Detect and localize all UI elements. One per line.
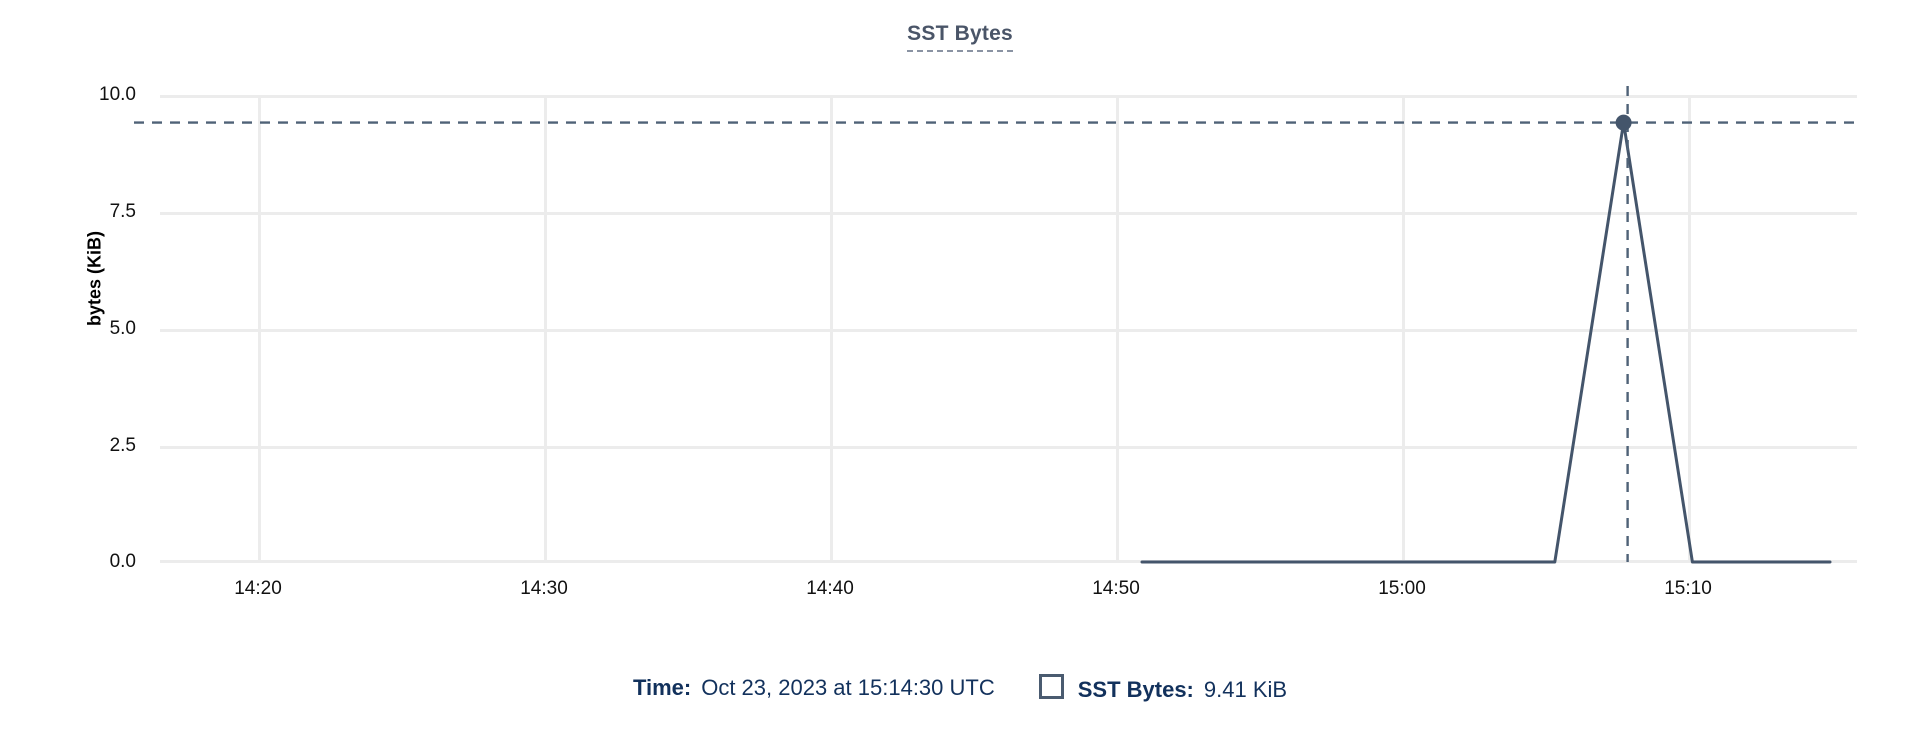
data-point-marker[interactable] <box>1615 114 1632 131</box>
gridline-horizontal <box>160 560 1857 563</box>
gridline-horizontal <box>160 446 1857 449</box>
x-tick-1420: 14:20 <box>234 578 282 599</box>
gridline-vertical <box>1402 95 1405 562</box>
y-axis-label: bytes (KiB) <box>84 231 105 327</box>
plot-area[interactable] <box>134 86 1857 564</box>
legend-label: SST Bytes: <box>1077 677 1194 702</box>
y-tick-2-5: 2.5 <box>109 435 136 456</box>
legend-item-sst-bytes[interactable]: SST Bytes: 9.41 KiB <box>1038 672 1288 703</box>
gridline-vertical <box>1688 95 1691 562</box>
legend-value: 9.41 KiB <box>1203 677 1288 702</box>
y-tick-0: 0.0 <box>109 551 136 572</box>
gridline-horizontal <box>160 329 1857 332</box>
time-label: Time: <box>632 674 692 700</box>
gridline-vertical <box>1116 95 1119 562</box>
x-tick-1440: 14:40 <box>806 578 854 599</box>
x-tick-1510: 15:10 <box>1664 578 1712 599</box>
x-tick-1450: 14:50 <box>1092 578 1140 599</box>
series-line-sst-bytes <box>1140 121 1832 564</box>
gridline-vertical <box>830 95 833 562</box>
x-tick-1500: 15:00 <box>1378 578 1426 599</box>
gridline-horizontal <box>160 95 1857 98</box>
footer-time-group: Time: Oct 23, 2023 at 15:14:30 UTC <box>633 675 995 701</box>
series-plot <box>134 86 1857 564</box>
gridline-vertical <box>258 95 261 562</box>
chart-footer: Time: Oct 23, 2023 at 15:14:30 UTC SST B… <box>0 672 1920 703</box>
legend-swatch-icon <box>1038 674 1064 699</box>
time-value: Oct 23, 2023 at 15:14:30 UTC <box>701 674 995 700</box>
y-tick-10: 10.0 <box>99 84 136 105</box>
gridline-vertical <box>544 95 547 562</box>
page-title: SST Bytes <box>907 22 1013 53</box>
x-tick-1430: 14:30 <box>520 578 568 599</box>
chart-title-container: SST Bytes <box>0 22 1920 53</box>
gridline-horizontal <box>160 212 1857 215</box>
